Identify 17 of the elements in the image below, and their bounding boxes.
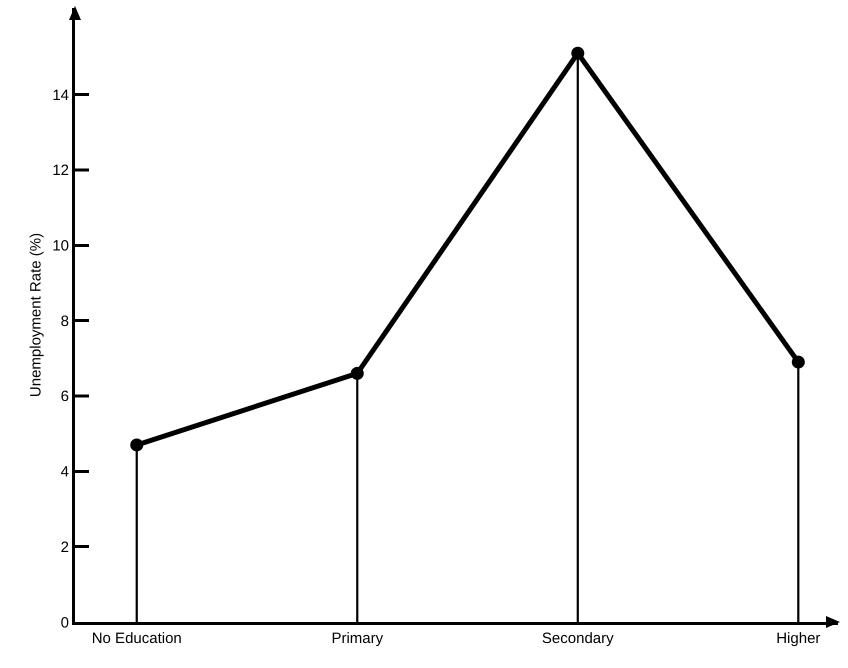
y-tick-label: 10 bbox=[52, 238, 69, 255]
point bbox=[792, 356, 805, 369]
y-tick-label: 12 bbox=[52, 162, 69, 180]
y-tick-label: 2 bbox=[60, 538, 69, 556]
x-tick-label: No Education bbox=[92, 630, 182, 647]
x-tick-label: Primary bbox=[331, 630, 384, 647]
y-axis-title: Unemployment Rate (%) bbox=[28, 232, 45, 398]
x-tick-label: Secondary bbox=[542, 630, 614, 647]
y-tick-label: 8 bbox=[60, 312, 69, 330]
point bbox=[571, 46, 584, 60]
point bbox=[130, 438, 144, 452]
y-tick-label: 6 bbox=[60, 388, 69, 406]
x-tick-label: Higher bbox=[776, 630, 820, 647]
point bbox=[350, 366, 364, 380]
y-tick-label: 4 bbox=[60, 464, 69, 481]
y-tick-label: 14 bbox=[52, 86, 69, 104]
y-tick-label: 0 bbox=[60, 614, 69, 632]
